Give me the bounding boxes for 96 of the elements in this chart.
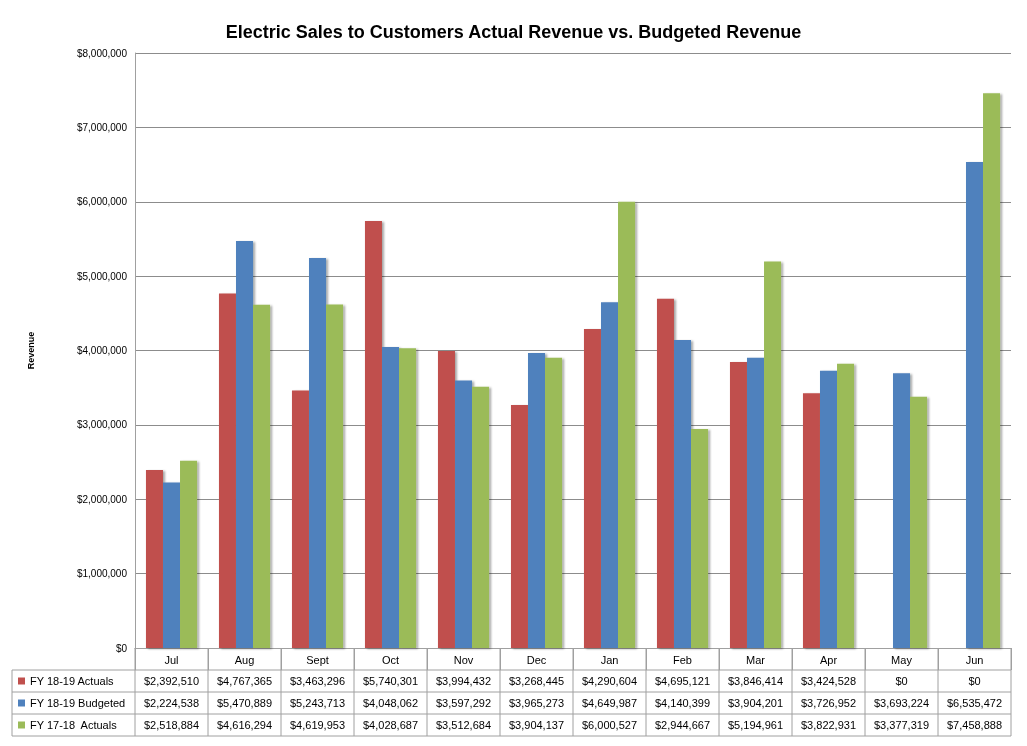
bar	[162, 482, 181, 648]
bar	[454, 380, 473, 648]
data-label: $7,458,888	[946, 719, 1003, 731]
data-label: $4,028,687	[362, 719, 419, 731]
y-tick-label: $0	[115, 642, 128, 654]
bar	[253, 304, 271, 648]
data-label: $3,994,432	[435, 675, 492, 687]
bar	[729, 361, 747, 648]
data-label: $6,000,527	[581, 719, 638, 731]
x-tick-label: Jun	[965, 653, 984, 666]
data-label: $0	[895, 675, 908, 687]
data-label: $4,048,062	[362, 697, 419, 709]
bar	[527, 353, 546, 648]
bar	[145, 470, 163, 648]
x-tick-label: Jul	[164, 653, 179, 666]
bar	[510, 404, 528, 648]
data-label: $3,512,684	[435, 719, 492, 731]
bar	[308, 258, 327, 648]
data-label: $4,290,604	[581, 675, 638, 687]
x-tick-label: Apr	[819, 653, 838, 666]
bar	[291, 390, 309, 648]
data-label: $4,619,953	[289, 719, 346, 731]
data-label: $2,518,884	[143, 719, 200, 731]
x-tick-label: Feb	[673, 653, 692, 666]
data-label: $2,392,510	[143, 675, 200, 687]
data-label: $3,904,137	[508, 719, 565, 731]
bar	[746, 357, 765, 648]
bar	[656, 298, 674, 648]
legend-label: FY 18-19 Actuals	[30, 675, 115, 687]
data-label: $4,695,121	[654, 675, 711, 687]
data-label: $3,377,319	[873, 719, 930, 731]
bar	[691, 428, 709, 648]
y-tick-label: $8,000,000	[76, 47, 128, 59]
y-tick-label: $1,000,000	[76, 568, 128, 580]
x-tick-label: Dec	[526, 653, 547, 666]
data-label: $6,535,472	[946, 697, 1003, 709]
legend-label: FY 18-19 Budgeted	[30, 697, 126, 709]
x-tick-label: Aug	[234, 653, 255, 666]
data-label: $5,194,961	[727, 719, 784, 731]
bar	[180, 460, 198, 648]
data-label: $5,243,713	[289, 697, 346, 709]
y-tick-label: $3,000,000	[76, 419, 128, 431]
bar	[618, 201, 636, 648]
data-label: $4,616,294	[216, 719, 273, 731]
data-label: $4,767,365	[216, 675, 273, 687]
data-label: $4,140,399	[654, 697, 711, 709]
bar	[364, 221, 382, 648]
y-tick-label: $6,000,000	[76, 196, 128, 208]
bar	[764, 261, 782, 648]
bar	[673, 340, 692, 648]
bar	[965, 161, 984, 648]
bar	[235, 241, 254, 648]
bar	[326, 304, 344, 648]
data-label: $3,597,292	[435, 697, 492, 709]
bar	[381, 346, 400, 648]
x-tick-label: May	[891, 653, 913, 666]
data-label: $0	[968, 675, 981, 687]
bar	[600, 302, 619, 648]
data-label: $3,268,445	[508, 675, 565, 687]
data-label: $2,224,538	[143, 697, 200, 709]
bar	[892, 373, 911, 648]
data-label: $3,822,931	[800, 719, 857, 731]
bar	[802, 393, 820, 648]
y-tick-label: $5,000,000	[76, 270, 128, 282]
bar	[472, 386, 490, 648]
bar	[583, 328, 601, 648]
bar	[819, 370, 838, 648]
data-label: $5,740,301	[362, 675, 419, 687]
bar	[545, 357, 563, 648]
bar	[437, 350, 455, 648]
bar	[399, 348, 417, 648]
data-label: $2,944,667	[654, 719, 711, 731]
data-label: $3,424,528	[800, 675, 857, 687]
x-tick-label: Jan	[600, 653, 619, 666]
bar	[983, 93, 1001, 648]
data-label: $3,693,224	[873, 697, 930, 709]
data-label: $3,965,273	[508, 697, 565, 709]
x-tick-label: Oct	[381, 653, 400, 666]
data-label: $4,649,987	[581, 697, 638, 709]
data-label: $5,470,889	[216, 697, 273, 709]
y-axis-title: Revenue	[25, 331, 36, 370]
bar	[910, 396, 928, 648]
x-tick-label: Sept	[306, 653, 329, 666]
legend-label: FY 17-18 Actuals	[30, 719, 118, 731]
bar	[218, 293, 236, 648]
bar	[837, 363, 855, 648]
data-label: $3,904,201	[727, 697, 784, 709]
y-tick-label: $2,000,000	[76, 493, 128, 505]
chart-title: Electric Sales to Customers Actual Revenue vs. Budgeted Revenue	[225, 22, 802, 42]
data-label: $3,463,296	[289, 675, 346, 687]
y-tick-label: $4,000,000	[76, 345, 128, 356]
y-tick-label: $7,000,000	[76, 121, 128, 133]
data-label: $3,726,952	[800, 697, 857, 709]
x-tick-label: Mar	[746, 653, 766, 666]
data-label: $3,846,414	[727, 675, 784, 687]
x-tick-label: Nov	[453, 653, 474, 666]
